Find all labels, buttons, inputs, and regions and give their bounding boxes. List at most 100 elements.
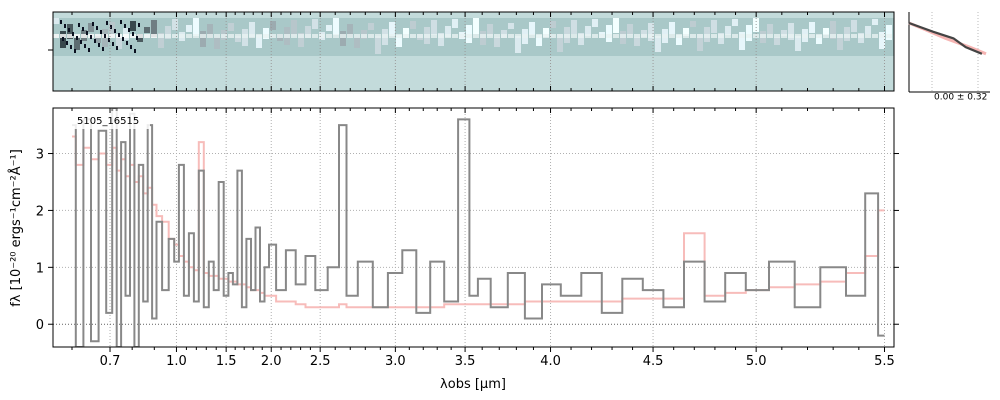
trace-center-pixel [697,34,703,38]
trace-center-pixel [165,34,171,38]
trace-center-pixel [487,34,493,38]
trace-pixel-column [375,36,381,54]
trace-center-pixel [648,34,654,38]
trace-center-pixel [242,34,248,38]
trace-center-pixel [606,34,612,38]
noisy-dark-pixel [98,43,100,47]
trace-pixel-column [683,28,689,36]
x-tick-label: 5.5 [874,354,895,369]
object-label: 5105_16515 [77,116,139,127]
trace-center-pixel [725,34,731,38]
trace-center-pixel [81,34,87,38]
noisy-dark-pixel [72,32,74,36]
noisy-dark-pixel [124,24,126,28]
trace-pixel-column [151,20,157,37]
trace-center-pixel [620,34,626,38]
trace-pixel-column [256,35,262,48]
trace-center-pixel [95,34,101,38]
noisy-dark-pixel [102,47,104,51]
trace-center-pixel [788,34,794,38]
noisy-dark-pixel [128,28,130,32]
trace-pixel-column [634,37,640,46]
trace-center-pixel [837,34,843,38]
trace-center-pixel [53,34,59,38]
trace-pixel-column [536,35,542,46]
x-tick-label: 3.0 [385,354,406,369]
spectrum-2d-panel [48,11,895,92]
trace-pixel-column [403,28,409,38]
trace-pixel-column [389,22,395,36]
object-label-box [72,111,150,129]
trace-center-pixel [144,34,150,38]
trace-pixel-column [95,36,101,43]
x-axis-label: λobs [μm] [440,377,506,392]
noisy-dark-pixel [100,30,102,34]
trace-pixel-column [774,37,780,45]
trace-center-pixel [389,34,395,38]
noisy-dark-pixel [106,21,108,25]
trace-center-pixel [641,34,647,38]
spectrum-1d-background [53,108,894,347]
trace-pixel-column [725,26,731,35]
trace-center-pixel [655,34,661,38]
trace-pixel-column [130,21,136,31]
flux-step-line [72,108,885,347]
trace-pixel-column [431,20,437,35]
trace-pixel-column [711,20,717,33]
noisy-dark-pixel [62,37,64,41]
x-tick-labels: 0.7 1.0 1.5 2.0 2.5 3.0 3.5 4.0 4.5 5.0 5.5 [100,354,895,369]
trace-pixel-column [816,35,822,44]
trace-center-pixel [613,34,619,38]
trace-pixel-column [165,26,171,39]
trace-center-pixel [746,34,752,38]
trace-center-pixel [368,34,374,38]
trace-pixel-column [697,34,703,51]
trace-pixel-column [879,32,885,49]
trace-center-pixel [417,34,423,38]
trace-pixel-column [193,18,199,36]
trace-center-pixel [599,34,605,38]
trace-pixel-column [592,19,598,27]
spectrum-2d-trace-band [53,18,894,56]
trace-center-pixel [557,34,563,38]
trace-center-pixel [872,34,878,38]
trace-center-pixel [529,34,535,38]
trace-pixel-column [865,26,871,34]
trace-center-pixel [466,34,472,38]
trace-center-pixel [823,34,829,38]
trace-pixel-column [172,19,178,30]
trace-center-pixel [760,34,766,38]
noisy-dark-pixel [120,20,122,24]
y-axis-label: fλ [10⁻²⁰ ergs⁻¹cm⁻²Å⁻¹] [8,149,24,307]
trace-center-pixel [536,34,542,38]
trace-center-pixel [767,34,773,38]
trace-pixel-column [627,24,633,35]
noisy-dark-pixel [94,39,96,43]
trace-pixel-column [655,36,661,52]
trace-center-pixel [123,34,129,38]
trace-center-pixel [571,34,577,38]
trace-center-pixel [354,34,360,38]
trace-pixel-column [291,20,297,36]
noisy-dark-pixel [130,45,132,49]
noisy-dark-pixel [74,49,76,53]
noisy-dark-pixel [134,49,136,53]
trace-center-pixel [844,34,850,38]
trace-center-pixel [459,34,465,38]
trace-center-pixel [445,34,451,38]
trace-center-pixel [249,34,255,38]
trace-pixel-column [746,25,752,41]
noisy-dark-pixel [104,34,106,38]
trace-pixel-column [228,23,234,31]
trace-center-pixel [312,34,318,38]
trace-center-pixel [739,34,745,38]
trace-center-pixel [683,34,689,38]
trace-center-pixel [298,34,304,38]
trace-pixel-column [144,27,150,33]
trace-pixel-column [830,21,836,39]
noisy-dark-pixel [132,32,134,36]
trace-center-pixel [494,34,500,38]
noisy-dark-pixel [138,23,140,27]
trace-center-pixel [151,34,157,38]
trace-pixel-column [613,18,619,33]
